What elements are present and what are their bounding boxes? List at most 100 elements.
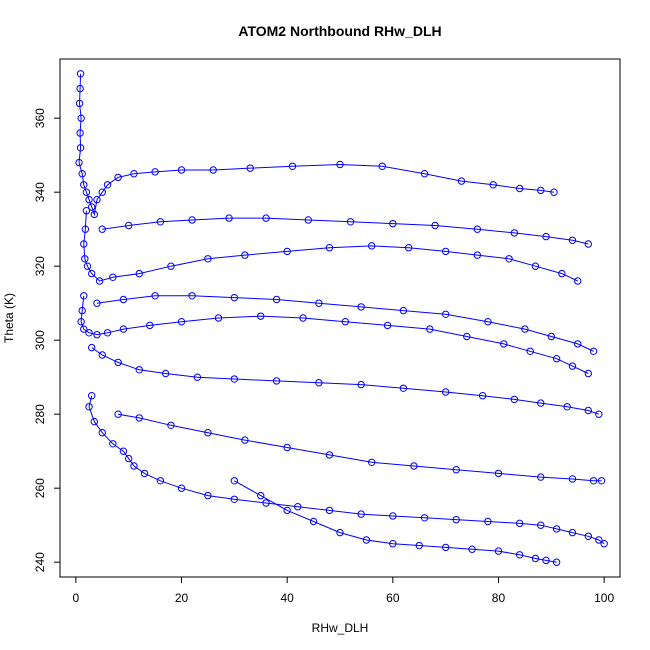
data-point bbox=[204, 491, 212, 500]
data-point bbox=[389, 512, 397, 520]
data-point bbox=[76, 70, 85, 78]
data-point bbox=[584, 532, 593, 540]
data-point bbox=[389, 540, 397, 548]
data-point bbox=[230, 375, 239, 383]
data-point bbox=[595, 410, 603, 418]
data-point bbox=[83, 262, 92, 270]
data-point bbox=[431, 221, 439, 230]
data-point bbox=[505, 255, 513, 263]
y-tick-label: 340 bbox=[33, 182, 47, 202]
data-point bbox=[309, 517, 318, 526]
data-point bbox=[76, 84, 84, 93]
data-point bbox=[119, 295, 128, 304]
data-point bbox=[362, 536, 371, 544]
data-point bbox=[103, 329, 112, 337]
y-axis-label: Theta (K) bbox=[2, 293, 16, 343]
data-point bbox=[500, 340, 508, 348]
data-point bbox=[537, 186, 545, 195]
data-point bbox=[262, 214, 270, 222]
data-point bbox=[87, 343, 96, 352]
data-point bbox=[537, 473, 545, 481]
data-point bbox=[367, 458, 376, 466]
data-point bbox=[420, 514, 429, 522]
series-4 bbox=[87, 343, 603, 418]
data-point bbox=[597, 477, 606, 485]
data-point bbox=[568, 236, 577, 245]
data-point bbox=[85, 403, 93, 411]
data-point bbox=[584, 240, 593, 248]
y-tick-label: 320 bbox=[33, 256, 47, 276]
data-point bbox=[87, 203, 96, 211]
data-point bbox=[230, 477, 239, 485]
data-point bbox=[510, 395, 519, 404]
data-point bbox=[77, 318, 85, 326]
y-tick-label: 260 bbox=[33, 478, 47, 498]
data-point bbox=[552, 525, 561, 533]
series-line bbox=[80, 295, 589, 374]
data-point bbox=[78, 170, 86, 178]
data-point bbox=[98, 188, 106, 196]
data-point bbox=[389, 219, 397, 228]
data-point bbox=[484, 517, 492, 526]
series-5 bbox=[85, 392, 608, 548]
data-point bbox=[230, 293, 239, 302]
data-point bbox=[114, 358, 122, 367]
data-point bbox=[325, 451, 334, 459]
data-point bbox=[341, 318, 349, 326]
data-point bbox=[304, 216, 313, 224]
data-point bbox=[130, 170, 138, 178]
data-point bbox=[441, 247, 450, 256]
data-point bbox=[441, 310, 450, 318]
data-point bbox=[98, 429, 106, 437]
data-point bbox=[357, 380, 365, 389]
data-point bbox=[452, 515, 460, 524]
data-point bbox=[80, 240, 88, 248]
series-line bbox=[78, 73, 555, 217]
data-point bbox=[87, 392, 96, 400]
data-point bbox=[167, 262, 175, 270]
chart-title: ATOM2 Northbound RHw_DLH bbox=[238, 23, 441, 39]
data-point bbox=[98, 351, 106, 359]
data-point bbox=[283, 443, 291, 452]
series-line bbox=[88, 395, 605, 545]
data-point bbox=[336, 160, 344, 169]
y-tick-label: 300 bbox=[33, 330, 47, 350]
data-point bbox=[600, 540, 608, 548]
x-axis: 0 20 40 60 80 100 bbox=[73, 576, 614, 605]
data-point bbox=[315, 299, 323, 307]
data-point bbox=[188, 292, 196, 300]
data-point bbox=[76, 129, 84, 137]
data-point bbox=[526, 347, 534, 355]
data-point bbox=[114, 410, 122, 418]
data-point bbox=[568, 475, 577, 483]
series-3 bbox=[77, 292, 593, 378]
data-point bbox=[109, 273, 117, 281]
data-point bbox=[272, 295, 281, 304]
data-point bbox=[531, 554, 540, 563]
data-point bbox=[494, 469, 503, 478]
data-point bbox=[357, 303, 365, 311]
data-point bbox=[552, 558, 561, 566]
data-point bbox=[272, 377, 281, 385]
data-point bbox=[452, 466, 460, 474]
data-point bbox=[515, 551, 524, 559]
data-point bbox=[156, 477, 165, 485]
series-7 bbox=[230, 477, 561, 566]
data-point bbox=[494, 547, 503, 555]
data-point bbox=[119, 447, 128, 455]
data-point bbox=[383, 321, 392, 330]
data-point bbox=[103, 181, 112, 189]
data-point bbox=[151, 292, 159, 300]
data-point bbox=[146, 321, 154, 330]
data-point bbox=[156, 218, 165, 226]
data-point bbox=[77, 114, 85, 122]
data-point bbox=[151, 168, 159, 176]
data-point bbox=[552, 355, 561, 363]
data-point bbox=[484, 318, 492, 326]
data-point bbox=[521, 325, 529, 333]
x-tick-label: 100 bbox=[594, 591, 614, 605]
series-line bbox=[234, 480, 557, 563]
series-line bbox=[91, 347, 600, 415]
series-1 bbox=[75, 70, 558, 219]
data-point bbox=[81, 255, 89, 263]
